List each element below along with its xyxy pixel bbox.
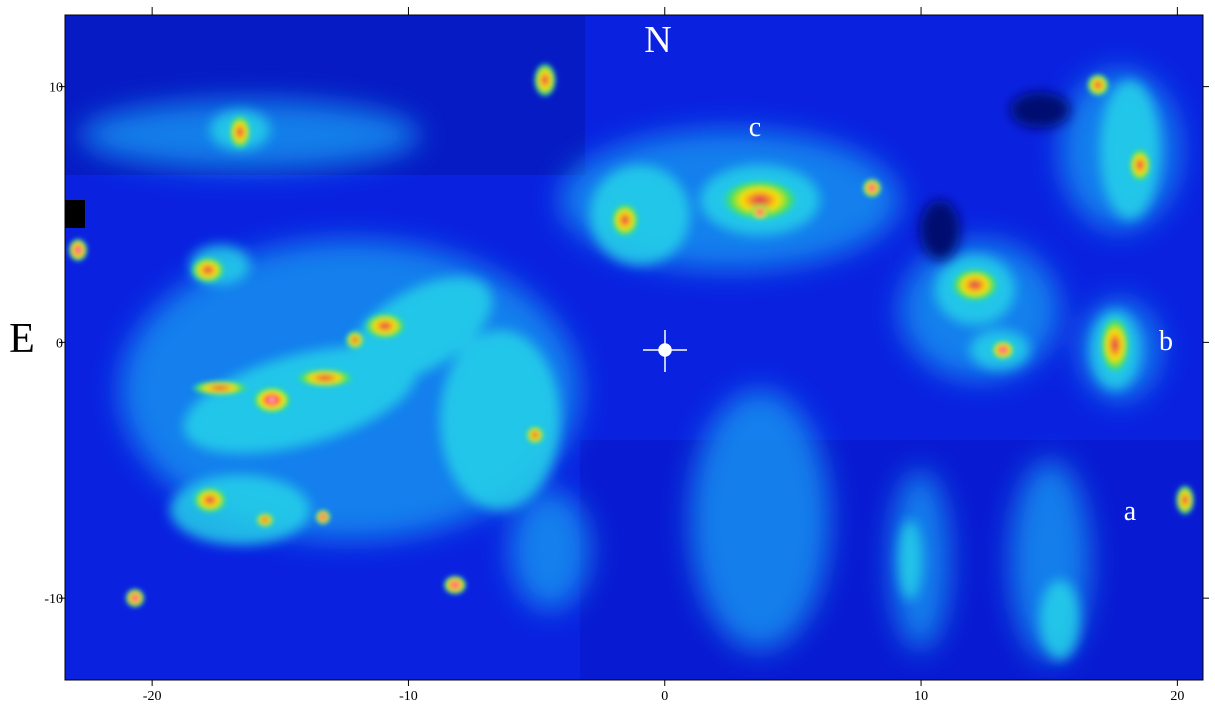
image-area <box>65 15 1203 680</box>
x-tick-label: -20 <box>143 689 162 704</box>
x-tick-label: 0 <box>661 689 668 704</box>
y-tick-label: -10 <box>44 592 63 607</box>
y-tick-label: 10 <box>49 81 63 96</box>
region-label: b <box>1159 326 1173 357</box>
x-tick-label: -10 <box>399 689 418 704</box>
east-label: E <box>9 316 35 362</box>
central-star <box>643 330 687 372</box>
axes: -20 -10 0 10 20 -10 0 10 <box>44 7 1209 704</box>
bright-cores <box>68 62 1195 608</box>
x-tick-label: 10 <box>914 689 928 704</box>
y-tick-label: 0 <box>56 336 63 351</box>
dark-patches <box>65 92 1070 260</box>
frame <box>64 14 1204 681</box>
region-label: c <box>749 112 761 143</box>
region-label: a <box>1124 496 1137 527</box>
north-label: N <box>644 19 671 61</box>
x-tick-label: 20 <box>1170 689 1184 704</box>
